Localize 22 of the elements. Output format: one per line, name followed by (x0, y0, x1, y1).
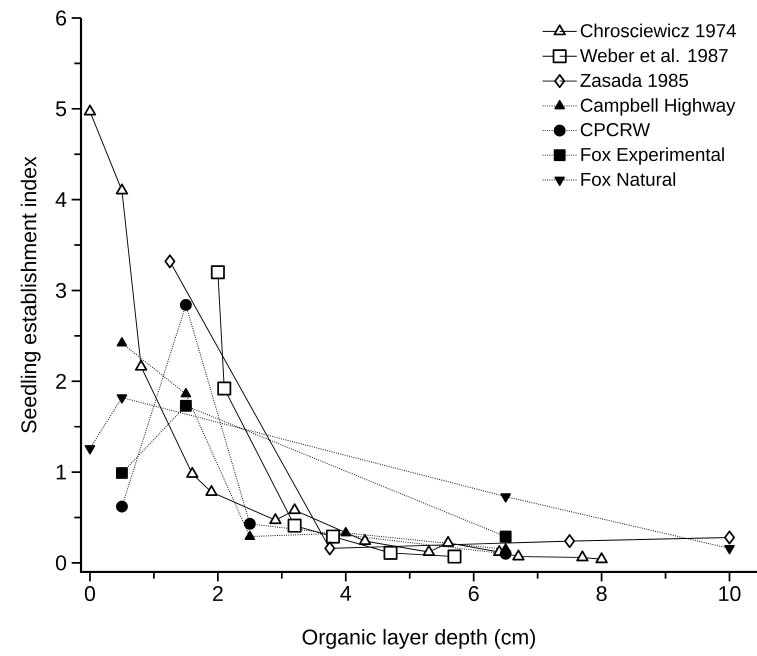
y-tick-label: 5 (56, 101, 66, 116)
y-tick-label: 4 (56, 192, 66, 207)
y-tick-label: 1 (56, 464, 66, 480)
x-axis-title: Organic layer depth (cm) (302, 628, 535, 649)
legend-label: Zasada 1985 (580, 73, 688, 88)
y-tick-label: 3 (56, 282, 66, 298)
y-tick-label: 0 (56, 555, 66, 570)
legend-label: Chrosciewicz 1974 (580, 24, 736, 38)
legend-label: CPCRW (580, 123, 650, 136)
y-tick-label: 6 (56, 10, 66, 26)
legend-label: Fox Experimental (581, 147, 724, 165)
x-tick-label: 2 (213, 586, 223, 601)
y-tick-label: 2 (56, 374, 66, 389)
legend-label: Weber et al. 1987 (580, 48, 728, 62)
x-tick-label: 10 (719, 586, 741, 602)
x-tick-label: 8 (596, 586, 607, 602)
legend-label: Campbell Highway (580, 98, 736, 116)
y-axis-title: Seedling establishment index (20, 156, 41, 433)
x-tick-label: 4 (340, 586, 352, 601)
x-tick-label: 6 (468, 586, 479, 602)
legend-label: Fox Natural (581, 172, 676, 186)
x-tick-label: 0 (84, 586, 96, 602)
